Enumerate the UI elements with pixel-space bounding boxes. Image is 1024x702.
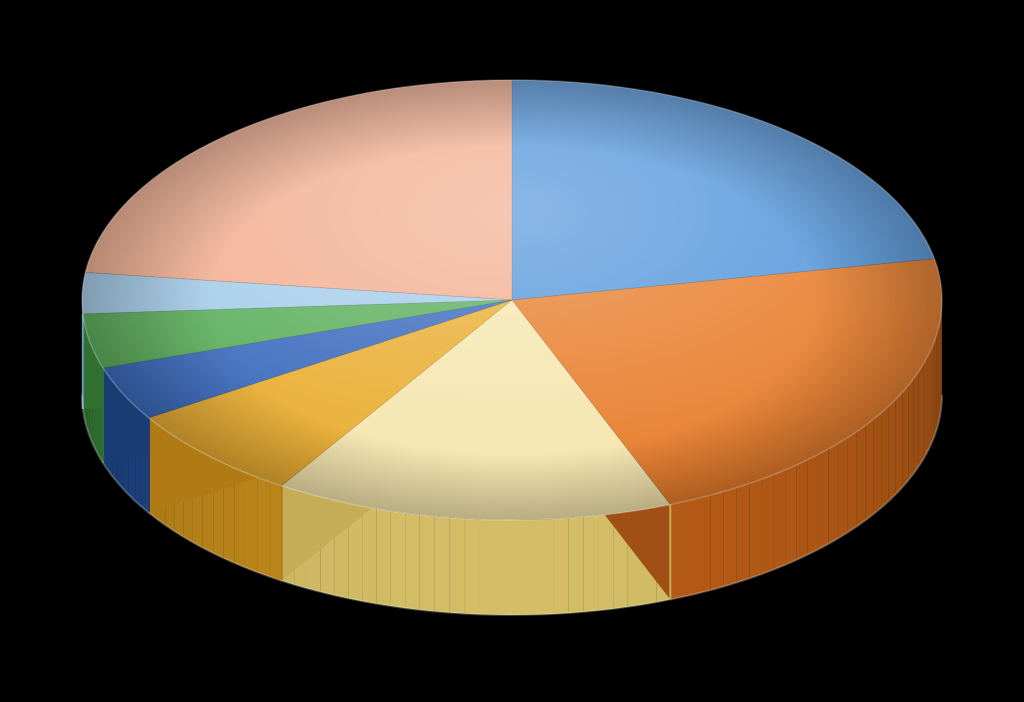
pie-chart-3d [0,0,1024,702]
